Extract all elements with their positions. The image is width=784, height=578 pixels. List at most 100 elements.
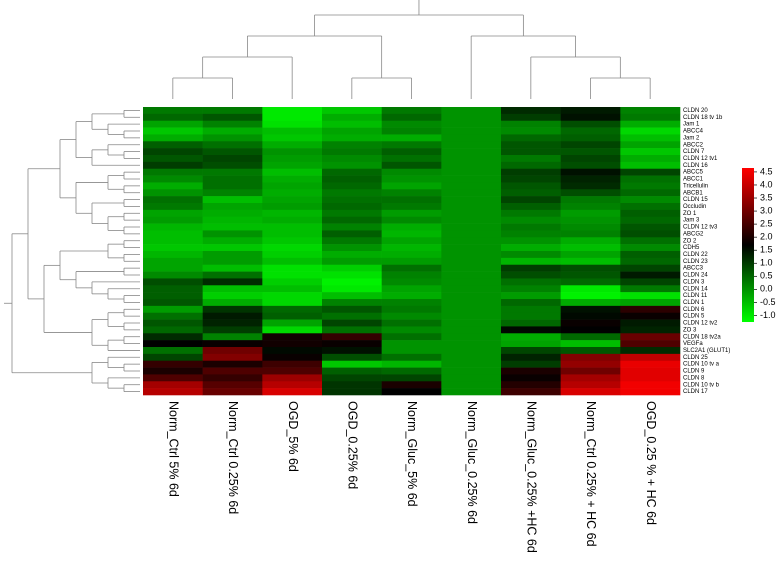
heat-cell	[262, 319, 323, 327]
column-label: Norm_Gluc_5% 6d	[405, 401, 419, 507]
heat-cell	[262, 223, 323, 231]
heat-cell	[441, 223, 502, 231]
heat-cell	[322, 216, 382, 224]
heat-cell	[560, 155, 621, 163]
column-label: OGD_0.25 % + HC 6d	[644, 401, 658, 525]
row-label: ABCB1	[683, 190, 703, 196]
heat-cell	[322, 319, 382, 327]
heat-cell	[262, 134, 323, 142]
heat-cell	[262, 326, 323, 334]
heat-cell	[441, 175, 502, 183]
heat-cell	[322, 182, 382, 190]
heat-cell	[202, 367, 263, 375]
heat-cell	[322, 203, 382, 211]
heat-cell	[441, 203, 502, 211]
row-label: CLDN 14	[683, 286, 708, 292]
heat-cell	[560, 189, 621, 197]
heat-cell	[322, 326, 382, 334]
heat-cell	[560, 278, 621, 286]
heat-cell	[560, 340, 621, 348]
heat-cell	[143, 347, 203, 355]
heat-cell	[381, 230, 442, 238]
heat-cell	[620, 251, 681, 259]
colorbar-tick-label: 2.0	[760, 232, 773, 242]
heat-cell	[322, 374, 382, 382]
heat-cell	[560, 148, 621, 156]
heat-cell	[620, 374, 681, 382]
heat-cell	[381, 155, 442, 163]
heat-cell	[322, 113, 382, 122]
heat-cell	[202, 168, 263, 176]
heat-cell	[381, 107, 442, 115]
heat-cell	[262, 161, 323, 170]
heat-cell	[441, 161, 502, 170]
heat-cell	[441, 367, 502, 375]
heat-cell	[441, 257, 502, 266]
heat-cell	[620, 216, 681, 224]
heat-cell	[202, 237, 263, 245]
heat-cell	[143, 292, 203, 300]
heat-cell	[381, 237, 442, 245]
heat-cell	[620, 244, 681, 252]
heat-cell	[262, 120, 323, 128]
colorbar	[742, 168, 754, 322]
row-label: CLDN 15	[683, 197, 708, 203]
heat-cell	[620, 175, 681, 183]
heat-cell	[620, 305, 681, 314]
heat-cell	[501, 285, 561, 293]
heat-cell	[501, 360, 561, 368]
colorbar-tick-label: 4.5	[760, 166, 773, 176]
column-label: Norm_Ctrl 0.25% 6d	[226, 401, 240, 514]
heat-cell	[202, 196, 263, 204]
heat-cell	[262, 381, 323, 389]
heat-cell	[501, 113, 561, 122]
heat-cell	[441, 107, 502, 115]
row-label: Jam 2	[683, 135, 700, 141]
heat-cell	[202, 381, 263, 389]
heat-cell	[143, 134, 203, 142]
heat-cell	[262, 285, 323, 293]
heat-cell	[620, 333, 681, 341]
heat-cell	[322, 127, 382, 135]
heat-cell	[143, 305, 203, 314]
row-label: VEGFa	[683, 341, 703, 347]
row-label: CLDN 1	[683, 300, 705, 306]
heat-cell	[620, 168, 681, 176]
heat-cell	[441, 237, 502, 245]
heat-cell	[441, 141, 502, 149]
heat-cell	[143, 175, 203, 183]
heat-cell	[441, 251, 502, 259]
heat-cell	[620, 134, 681, 142]
heat-cell	[143, 360, 203, 368]
heat-cell	[381, 251, 442, 259]
heat-cell	[322, 251, 382, 259]
heat-cell	[560, 374, 621, 382]
heat-cell	[620, 237, 681, 245]
heat-cell	[560, 230, 621, 238]
heat-cell	[202, 264, 263, 272]
heat-cell	[560, 168, 621, 176]
heat-cell	[560, 285, 621, 293]
heat-cell	[501, 388, 561, 396]
row-label: CLDN 16	[683, 163, 708, 169]
heat-cell	[620, 182, 681, 190]
heat-cell	[262, 168, 323, 176]
heat-cell	[322, 299, 382, 307]
heat-cell	[143, 271, 203, 279]
heat-cell	[381, 326, 442, 334]
row-label: CLDN 20	[683, 108, 708, 114]
heat-cell	[441, 271, 502, 279]
heat-cell	[381, 381, 442, 389]
heat-cell	[262, 148, 323, 156]
column-label: OGD_0.25% 6d	[346, 401, 360, 489]
heat-cell	[560, 299, 621, 307]
heat-cell	[202, 209, 263, 218]
heat-cell	[441, 196, 502, 204]
heat-cell	[202, 271, 263, 279]
row-label: CLDN 18 tv2a	[683, 334, 721, 340]
heat-cell	[322, 148, 382, 156]
heat-cell	[202, 230, 263, 238]
heat-cell	[501, 120, 561, 128]
heat-cell	[262, 340, 323, 348]
heat-cell	[560, 381, 621, 389]
